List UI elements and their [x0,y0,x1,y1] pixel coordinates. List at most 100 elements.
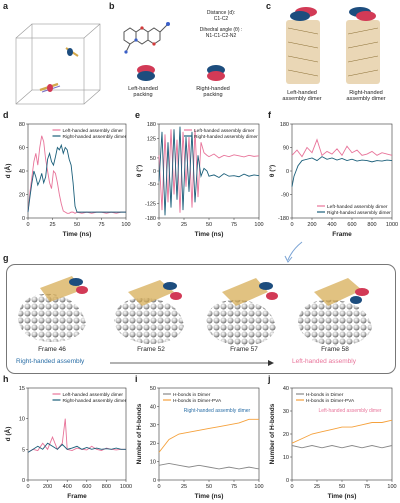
y-axis-label: θ (°) [135,165,143,177]
series-line-2 [158,126,260,216]
legend-entry: Right-handed assembly dimer [327,210,391,216]
legend-entry: H-bonds in Dimer [306,392,344,398]
panel-label-f: f [268,110,271,120]
right-assembly-dimer [346,7,380,84]
frame-sequence-box [6,264,396,374]
frame-46-label: Frame 46 [38,346,66,353]
transition-arrow [110,360,274,366]
x-tick-label: 800 [367,222,376,228]
left-assembly-label: Left-handed assembly dimer [282,90,322,102]
x-tick-label: 75 [364,484,370,490]
y-tick-label: 0 [286,478,289,484]
x-axis-label: Time (ns) [195,231,224,238]
right-handed-start-label: Right-handed assembly [16,358,85,365]
y-tick-label: 40 [19,169,25,175]
y-axis-label: θ (°) [268,165,276,177]
frame-57-snapshot [206,278,278,346]
legend-entry: Right-handed assembly dimer [63,398,127,404]
x-tick-label: 100 [387,484,396,490]
frame-52-snapshot [114,280,184,344]
y-tick-label: 10 [19,417,25,423]
y-axis-label: Number of H-bonds [136,403,143,464]
y-tick-label: 125 [147,136,156,142]
panel-label-j: j [268,374,271,384]
x-tick-label: 50 [206,222,212,228]
y-tick-label: 20 [283,432,289,438]
legend-entry: Right-handed assembly dimer [194,134,258,140]
frame-58-snapshot [298,278,372,346]
x-tick-label: 0 [26,222,29,228]
right-packing-icon [207,65,225,81]
y-tick-label: 20 [150,441,156,447]
right-assembly-label: Right-handed assembly dimer [346,90,386,102]
series-line-2 [27,143,126,213]
y-tick-label: 40 [150,404,156,410]
frame-52-label: Frame 52 [137,346,165,353]
series-line-1 [158,129,260,213]
x-tick-label: 0 [290,222,293,228]
x-tick-label: 50 [74,222,80,228]
y-tick-label: 40 [283,386,289,392]
x-tick-label: 25 [49,222,55,228]
panel-label-b: b [109,1,115,11]
y-tick-label: -180 [145,216,156,222]
chart-h: 0 200 400 600 800 1000 0 5 10 15 Frame d (Å) Left-ha… [4,386,132,500]
left-assembly-dimer [286,7,320,84]
x-tick-label: 400 [63,484,72,490]
chart-e: 0 25 50 75 100 -180 -125 -50 0 50 125 180 Time (ns) θ… [135,122,264,238]
series-line-2 [291,419,393,444]
series-line-1 [27,418,126,453]
y-tick-label: 0 [286,169,289,175]
y-tick-label: 20 [19,193,25,199]
y-tick-label: 30 [283,409,289,415]
x-tick-label: 100 [121,222,130,228]
x-tick-label: 600 [82,484,91,490]
y-tick-label: 90 [283,146,289,152]
x-tick-label: 75 [98,222,104,228]
y-tick-label: 5 [22,447,25,453]
x-tick-label: 50 [339,484,345,490]
legend-entry: Left-handed assembly dimer [63,392,124,398]
x-tick-label: 100 [254,222,263,228]
legend-entry: Right-handed assembly dimer [63,134,127,140]
y-tick-label: 15 [19,386,25,392]
x-tick-label: 0 [157,484,160,490]
x-tick-label: 25 [314,484,320,490]
panel-label-d: d [3,110,9,120]
chart-d: 0 25 50 75 100 0 20 40 60 80 Time (ns) d (Å) Left-ha… [4,122,131,238]
y-tick-label: 0 [22,216,25,222]
x-tick-label: 200 [307,222,316,228]
y-tick-label: 180 [280,122,289,128]
x-axis-label: Time (ns) [328,493,357,500]
series-line-1 [27,135,126,214]
left-packing-label: Left-handed packing [128,86,158,98]
y-tick-label: 30 [150,423,156,429]
simulation-box [15,23,101,105]
series-line-2 [158,418,259,453]
frame-snapshots [18,276,372,346]
x-tick-label: 400 [327,222,336,228]
left-packing-icon [137,65,155,81]
panel-label-c: c [266,1,272,11]
chart-i: 0 25 50 75 100 0 10 20 30 40 50 Time (ns) Number of … [136,386,264,500]
x-tick-label: 0 [290,484,293,490]
x-tick-label: 0 [157,222,160,228]
y-tick-label: 180 [147,122,156,128]
y-tick-label: 80 [19,122,25,128]
dihedral-label: Dihedral angle (θ) : N1-C1-C2-N2 [199,27,243,39]
arrow-f-to-g [284,241,303,263]
x-tick-label: 0 [26,484,29,490]
x-tick-label: 25 [181,484,187,490]
y-tick-label: 50 [150,156,156,162]
panel-label-a: a [3,1,9,11]
legend-entry: Left-handed assembly dimer [194,128,255,134]
chart-annotation: Right-handed assembly dimer [184,408,251,414]
x-tick-label: 1000 [386,222,398,228]
x-tick-label: 600 [347,222,356,228]
y-tick-label: 10 [283,455,289,461]
x-tick-label: 50 [206,484,212,490]
legend-entry: H-bonds in Dimer-PVA [306,398,355,404]
assembly-dimers [286,7,380,84]
y-axis-label: Number of H-bonds [269,403,276,464]
series-line-1 [291,138,393,158]
